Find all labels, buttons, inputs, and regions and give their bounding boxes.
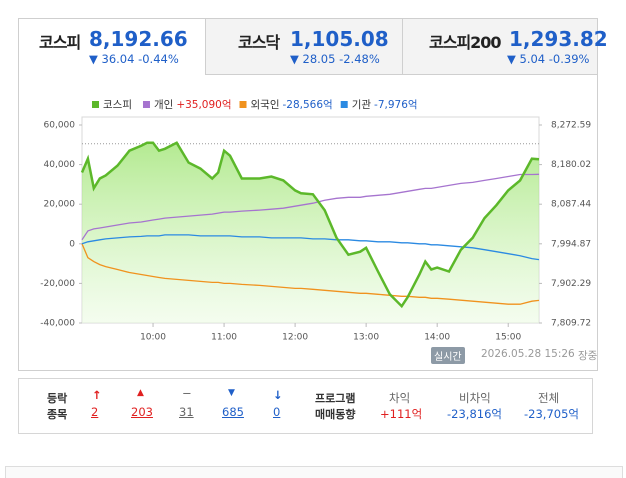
legend-swatch	[142, 101, 150, 108]
tab-name: 코스피200	[429, 33, 502, 52]
rate: -0.39%	[548, 52, 590, 66]
change: 28.05	[302, 52, 336, 66]
next-section-edge	[5, 466, 623, 478]
legend: 코스피 개인 +35,090억 외국인 -28,566억 기관 -7,976억	[92, 99, 418, 111]
tab-value: 8,192.66	[89, 27, 188, 51]
y2-tick-label: 8,180.02	[551, 160, 591, 170]
icon-down: ▼	[228, 388, 235, 398]
legend-label: 기관	[352, 99, 372, 111]
tab-frame	[18, 75, 598, 371]
count-up[interactable]: 203	[131, 405, 153, 419]
y-tick-label: -40,000	[40, 319, 75, 329]
market-status: 장중	[578, 350, 598, 362]
count-upper-limit[interactable]: 2	[91, 405, 99, 419]
tab-value: 1,105.08	[290, 27, 389, 51]
tab[interactable]: 코스닥 1,105.08 ▼ 28.05 -2.48%	[205, 18, 403, 75]
icon-upper-limit: ↑	[92, 388, 102, 402]
tab-name: 코스닥	[238, 33, 280, 52]
icon-up: ▲	[137, 388, 144, 398]
y-tick-label: 60,000	[44, 121, 76, 131]
icon-lower-limit: ↓	[273, 388, 283, 402]
breadth-title: 종목	[47, 408, 68, 421]
chart: 60,000 40,000 20,000 0 -20,000 -40,000 8,272.5…	[40, 99, 591, 343]
legend-swatch	[92, 101, 99, 108]
y2-tick-label: 8,087.44	[551, 200, 591, 210]
count-flat[interactable]: 31	[179, 405, 194, 419]
tab-change: ▼ 5.04 -0.39%	[507, 52, 590, 66]
x-tick-label: 11:00	[211, 333, 237, 343]
program-column-name: 비차익	[459, 391, 491, 405]
timestamp: 2026.05.28 15:26	[481, 348, 575, 360]
legend-label: 외국인	[251, 99, 280, 111]
x-tick-label: 14:00	[424, 333, 450, 343]
change: 36.04	[101, 52, 135, 66]
legend-swatch	[340, 101, 348, 108]
rate: -2.48%	[339, 52, 380, 66]
tab-name: 코스피	[39, 33, 81, 52]
y2-tick-label: 7,902.29	[551, 279, 591, 289]
legend-label: 코스피	[103, 99, 132, 111]
tab-change: ▼ 28.05 -2.48%	[290, 52, 380, 66]
count-down[interactable]: 685	[222, 405, 244, 419]
icon-flat: −	[182, 386, 192, 400]
area-fill	[82, 142, 539, 323]
legend-value: +35,090억	[176, 99, 231, 111]
y2-tick-label: 7,994.87	[551, 239, 591, 249]
series-line	[81, 234, 540, 261]
rate: -0.44%	[138, 52, 179, 66]
program-column-name: 전체	[538, 391, 560, 405]
series-line	[81, 173, 540, 241]
x-tick-label: 10:00	[140, 333, 166, 343]
program-title: 매매동향	[315, 408, 356, 421]
program-column-value: +111억	[380, 407, 423, 421]
y-tick-label: 0	[69, 239, 75, 249]
breadth-title: 등락	[47, 392, 68, 405]
series-line	[81, 243, 540, 305]
legend-value: -28,566억	[283, 99, 333, 111]
program-column-value: -23,816억	[447, 407, 502, 421]
x-tick-label: 13:00	[353, 333, 379, 343]
change: 5.04	[519, 52, 546, 66]
series-line	[80, 141, 540, 309]
legend-swatch	[239, 101, 247, 108]
y-tick-label: 40,000	[44, 160, 76, 170]
y-tick-label: 20,000	[44, 200, 76, 210]
legend-label: 개인	[154, 99, 173, 111]
tab-value: 1,293.82	[509, 27, 608, 51]
legend-value: -7,976억	[374, 99, 418, 111]
x-tick-label: 12:00	[282, 333, 308, 343]
y2-tick-label: 8,272.59	[551, 121, 591, 131]
y2-tick-label: 7,809.72	[551, 319, 591, 329]
tab-change: ▼ 36.04 -0.44%	[89, 52, 179, 66]
y-tick-label: -20,000	[40, 279, 75, 289]
x-tick-label: 15:00	[495, 333, 521, 343]
program-column-value: -23,705억	[524, 407, 579, 421]
count-lower-limit[interactable]: 0	[273, 405, 281, 419]
realtime-badge: 실시간	[431, 347, 465, 364]
program-column-name: 차익	[389, 391, 411, 405]
program-title: 프로그램	[315, 392, 356, 405]
market-summary: 등락 종목 ↑ ▲ − ▼ ↓ 2 203 31 685 0 프로그램 매매동향…	[18, 378, 593, 434]
tab[interactable]: 코스피200 1,293.82 ▼ 5.04 -0.39%	[402, 18, 608, 75]
tab[interactable]: 코스피 8,192.66 ▼ 36.04 -0.44%	[18, 18, 206, 75]
